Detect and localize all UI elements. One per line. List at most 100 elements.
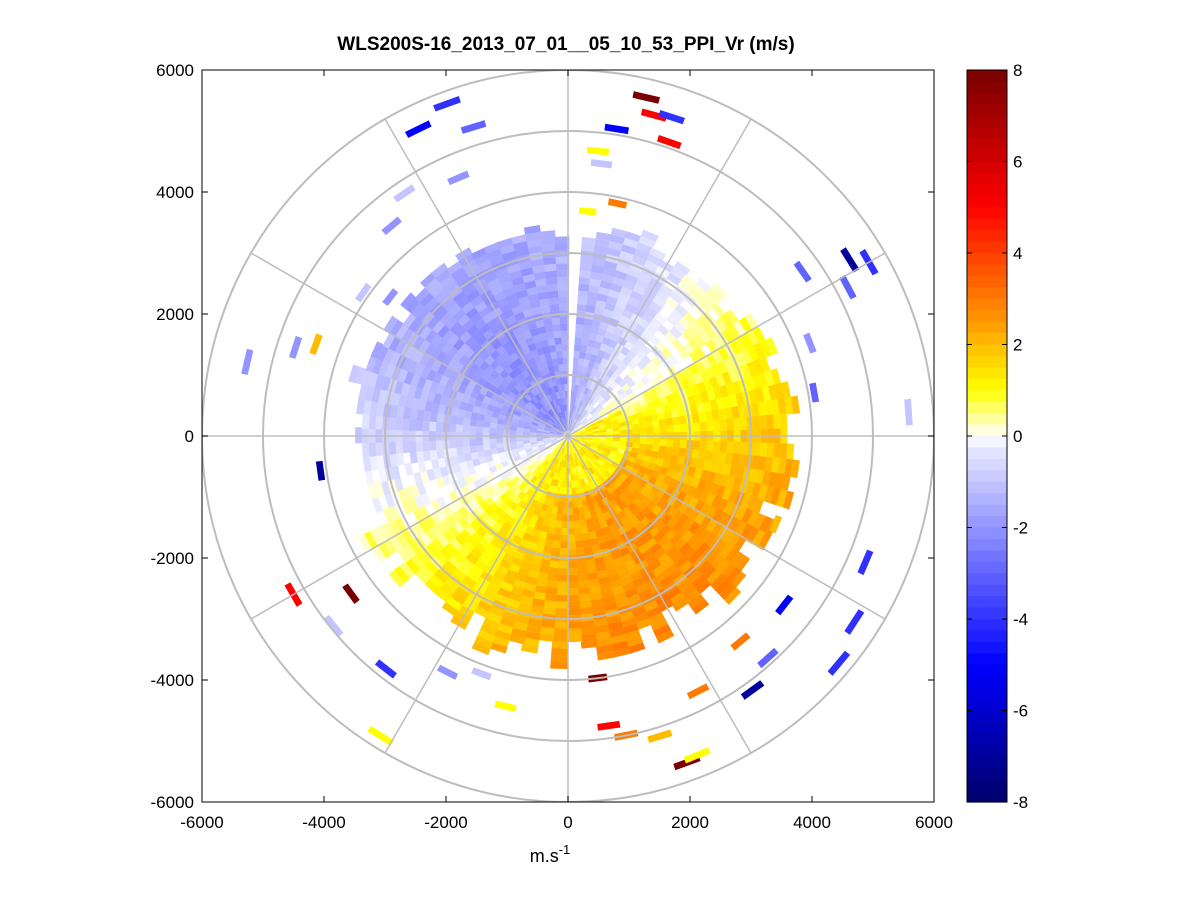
velocity-cell bbox=[690, 476, 701, 490]
velocity-cell bbox=[632, 423, 640, 430]
colorbar-step bbox=[967, 81, 1007, 94]
velocity-cell bbox=[715, 373, 727, 388]
velocity-cell bbox=[575, 560, 587, 569]
velocity-cell bbox=[566, 608, 581, 616]
velocity-cell bbox=[580, 256, 595, 266]
velocity-cell bbox=[581, 498, 588, 507]
velocity-cell bbox=[461, 574, 477, 589]
velocity-cell bbox=[583, 511, 592, 520]
velocity-cell bbox=[367, 370, 379, 388]
velocity-cell bbox=[721, 487, 733, 502]
velocity-cell bbox=[677, 542, 692, 557]
velocity-cell bbox=[483, 271, 499, 284]
velocity-cell bbox=[408, 440, 417, 453]
velocity-cell bbox=[570, 417, 574, 425]
velocity-cell bbox=[618, 441, 627, 447]
velocity-cell bbox=[594, 414, 602, 421]
velocity-cell bbox=[588, 284, 601, 294]
velocity-cell bbox=[577, 297, 589, 306]
velocity-cell bbox=[534, 393, 542, 402]
velocity-cell bbox=[501, 552, 515, 564]
velocity-cell bbox=[556, 276, 570, 284]
velocity-cell bbox=[469, 311, 484, 325]
velocity-cell bbox=[473, 605, 490, 619]
velocity-cell bbox=[554, 398, 560, 407]
velocity-cell bbox=[474, 635, 493, 649]
velocity-cell bbox=[527, 293, 541, 303]
velocity-cell bbox=[544, 452, 551, 459]
velocity-cell bbox=[437, 403, 447, 415]
velocity-cell bbox=[605, 385, 614, 395]
sparse-gate bbox=[433, 95, 461, 112]
velocity-cell bbox=[503, 399, 512, 408]
velocity-cell bbox=[590, 516, 600, 525]
colorbar-step bbox=[967, 115, 1007, 128]
colorbar-step bbox=[967, 150, 1007, 163]
velocity-cell bbox=[779, 443, 788, 461]
velocity-cell bbox=[544, 424, 552, 430]
velocity-cell bbox=[710, 554, 726, 571]
velocity-cell bbox=[566, 634, 583, 643]
velocity-cell bbox=[496, 587, 512, 599]
velocity-cell bbox=[562, 397, 567, 405]
velocity-cell bbox=[506, 263, 522, 274]
velocity-cell bbox=[719, 419, 728, 432]
velocity-cell bbox=[567, 527, 575, 535]
velocity-cell bbox=[680, 583, 697, 599]
velocity-cell bbox=[423, 578, 440, 595]
velocity-cell bbox=[698, 449, 707, 462]
sparse-gate bbox=[586, 146, 610, 156]
velocity-cell bbox=[598, 520, 609, 530]
sparse-gate bbox=[904, 398, 913, 426]
velocity-cell bbox=[533, 522, 543, 532]
velocity-cell bbox=[441, 353, 454, 367]
velocity-cell bbox=[556, 452, 561, 459]
velocity-cell bbox=[567, 534, 576, 542]
velocity-cell bbox=[773, 413, 781, 431]
velocity-cell bbox=[753, 342, 767, 361]
velocity-cell bbox=[539, 620, 556, 629]
velocity-cell bbox=[641, 365, 652, 376]
velocity-cell bbox=[723, 357, 735, 373]
velocity-cell bbox=[402, 417, 410, 431]
velocity-cell bbox=[717, 346, 730, 362]
velocity-cell bbox=[526, 473, 535, 481]
velocity-cell bbox=[513, 282, 527, 293]
velocity-cell bbox=[530, 443, 538, 448]
velocity-cell bbox=[688, 508, 701, 523]
velocity-cell bbox=[521, 455, 529, 462]
velocity-cell bbox=[621, 308, 635, 320]
velocity-cell bbox=[371, 357, 384, 375]
velocity-cell bbox=[447, 345, 460, 359]
velocity-cell bbox=[402, 440, 410, 454]
velocity-cell bbox=[543, 429, 551, 433]
sparse-gate bbox=[793, 260, 812, 283]
velocity-cell bbox=[585, 428, 593, 432]
velocity-cell bbox=[719, 313, 735, 330]
velocity-cell bbox=[704, 493, 716, 507]
velocity-cell bbox=[531, 468, 539, 476]
velocity-cell bbox=[621, 244, 638, 256]
velocity-cell bbox=[557, 384, 563, 392]
velocity-cell bbox=[425, 541, 440, 557]
velocity-cell bbox=[543, 483, 551, 492]
velocity-cell bbox=[445, 377, 456, 389]
velocity-cell bbox=[605, 406, 614, 414]
velocity-cell bbox=[763, 485, 775, 504]
velocity-cell bbox=[525, 374, 534, 384]
x-axis-label-exponent: -1 bbox=[559, 842, 571, 857]
velocity-cell bbox=[471, 457, 481, 467]
velocity-cell bbox=[516, 391, 525, 400]
velocity-cell bbox=[693, 468, 704, 480]
velocity-cell bbox=[498, 616, 515, 628]
velocity-cell bbox=[721, 371, 733, 386]
velocity-cell bbox=[550, 438, 557, 442]
velocity-cell bbox=[578, 512, 586, 521]
velocity-cell bbox=[383, 315, 398, 333]
velocity-cell bbox=[513, 550, 526, 561]
velocity-cell bbox=[556, 432, 564, 435]
velocity-cell bbox=[676, 455, 686, 466]
velocity-cell bbox=[531, 421, 539, 427]
velocity-cell bbox=[557, 500, 564, 508]
velocity-cell bbox=[483, 414, 492, 423]
